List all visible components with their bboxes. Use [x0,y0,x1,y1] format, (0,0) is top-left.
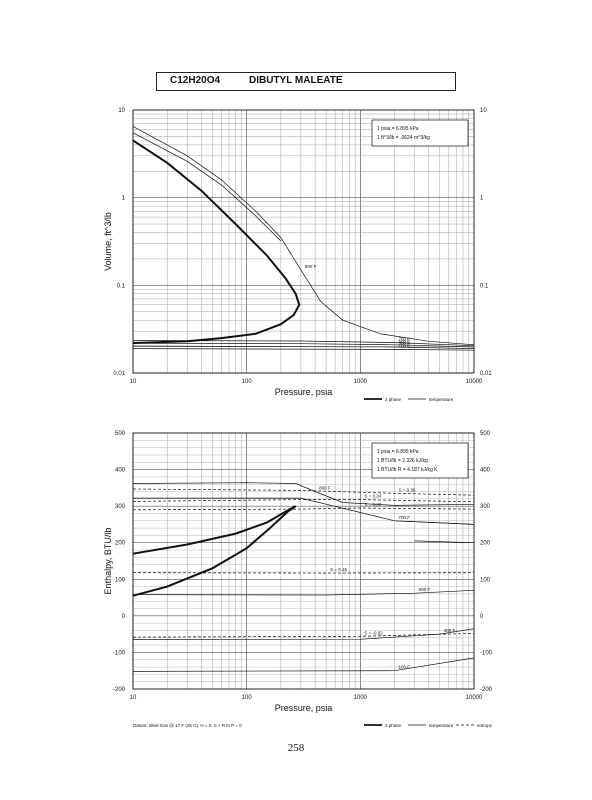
chart1-y-axis-label: Volume, ft^3/lb [103,212,113,271]
chart2-footnote: Datum: Ideal Gas @ 17 F (25 C), H = 0, S… [133,723,242,728]
chart1-note-box [371,119,469,147]
chart2-series-line [132,505,297,597]
chart1-y-tick-label-left: 1 [122,196,126,202]
chart2-series-label: 700 F [399,515,411,520]
chart2-y-tick-label-right: -100 [480,650,493,656]
chart2-y-tick-label-right: 400 [480,468,491,474]
chart2-legend-label: temperature [429,723,454,728]
chart2-series-label: S = -0.02 [364,630,383,635]
chart2-x-axis-label: Pressure, psia [275,703,333,713]
chart1-series-line [132,345,475,349]
chart2-series-label: 100 F [399,665,411,670]
chart2-series-line [132,488,475,496]
chart1-y-tick-label-right: 0.1 [480,283,489,289]
chart2-y-tick-label-right: 300 [480,504,491,510]
chart2-series-line [414,540,475,544]
chart1-y-tick-label-right: 0.01 [480,371,492,377]
chart1-series-label: 500 F [399,339,411,344]
chart2-y-tick-label-left: 100 [115,577,126,583]
chart1-x-tick-label: 100 [242,379,253,385]
chart1-y-tick-label-left: 0.01 [113,371,125,377]
chart2-y-tick-label-left: 0 [122,614,126,620]
chart1-series-label: 700 F [399,337,411,342]
compound-name: DIBUTYL MALEATE [249,75,343,86]
chart2-series-line [133,497,475,525]
chart2-series-line [132,499,475,503]
chart2-series-line [394,520,475,525]
chart2-series-line [132,507,475,511]
chart2-series-line [132,628,475,640]
chart2-y-tick-label-right: 100 [480,577,491,583]
chart2-series-label: S = 0.38 [399,487,416,492]
chart2-y-tick-label-left: 300 [115,504,126,510]
chart2-y-tick-label-left: -200 [113,687,126,693]
chart2-y-tick-label-left: -100 [113,650,126,656]
chart1-series-label: 100 F [399,343,411,348]
chart2-legend-label: 2 phase [385,723,402,728]
chart2-series-line [132,482,475,506]
title-box: C12H20O4 DIBUTYL MALEATE [156,72,456,91]
chart2-y-tick-label-right: 0 [480,614,484,620]
chart1-x-tick-label: 1000 [354,379,368,385]
chart2-note-text: 1 BTU/lb R = 4.187 kJ/kg K [377,467,438,473]
chart2-note-box [371,442,469,479]
chart1-y-tick-label-right: 10 [480,108,487,114]
chart2-series-label: S = 0.34 [364,494,381,499]
chart2-series-label: S = 0.32 [364,502,381,507]
chart2-x-tick-label: 1000 [354,695,368,701]
chart2-series-label: 300 F [444,628,456,633]
chart1-series-label: 800 F [305,264,317,269]
chart1-legend-label: 2 phase [385,397,402,402]
chart1-series-line [132,126,475,346]
chart2-legend-label: entropy [477,723,493,728]
chart2-x-tick-label: 10 [130,695,137,701]
chart2-series-label: 500 F [419,587,431,592]
chart1-series-line [132,340,475,347]
chart2-y-tick-label-right: 200 [480,541,491,547]
chart2-note-text: 1 psia = 6.895 kPa [377,449,419,455]
chart1-y-tick-label-right: 1 [480,196,484,202]
chart2-y-tick-label-right: 500 [480,431,491,437]
chart2-y-tick-label-left: 500 [115,431,126,437]
chart1-series-line [132,342,475,348]
chart1-note-text: 1 ft^3/lb = .0624 m^3/kg [377,135,430,141]
chart2-y-axis-label: Enthalpy, BTU/lb [103,528,113,595]
chart2-series-line [132,657,475,672]
chart1-x-axis-label: Pressure, psia [275,387,333,397]
chart1-y-tick-label-left: 0.1 [117,283,126,289]
chart2-x-tick-label: 100 [242,695,253,701]
chart2-y-tick-label-left: 200 [115,541,126,547]
chart2-series-label: S = 0.15 [330,567,347,572]
chart2-y-tick-label-right: -200 [480,687,493,693]
chart1-series-line [132,132,282,242]
chart2-series-line [132,589,475,596]
chart1-y-tick-label-left: 10 [118,108,125,114]
formula-label: C12H20O4 [170,75,221,86]
chart2-x-tick-label: 10000 [466,695,483,701]
chart2-series-label: 800 F [319,486,331,491]
chart1-legend-label: temperature [429,397,454,402]
chart1-note-text: 1 psia = 6.895 kPa [377,126,419,132]
chart1-series-label: 300 F [399,341,411,346]
chart2-plot-frame [132,432,475,690]
chart2-note-text: 1 BTU/lb = 2.326 kJ/kg [377,458,428,464]
chart1-plot-frame [132,109,475,374]
chart2-series-line [132,633,475,638]
chart1-x-tick-label: 10000 [466,379,483,385]
chart1-series-line [132,139,301,344]
page-number: 258 [287,742,305,754]
chart1-series-line [132,348,475,351]
chart2-y-tick-label-left: 400 [115,468,126,474]
chart1-x-tick-label: 10 [130,379,137,385]
